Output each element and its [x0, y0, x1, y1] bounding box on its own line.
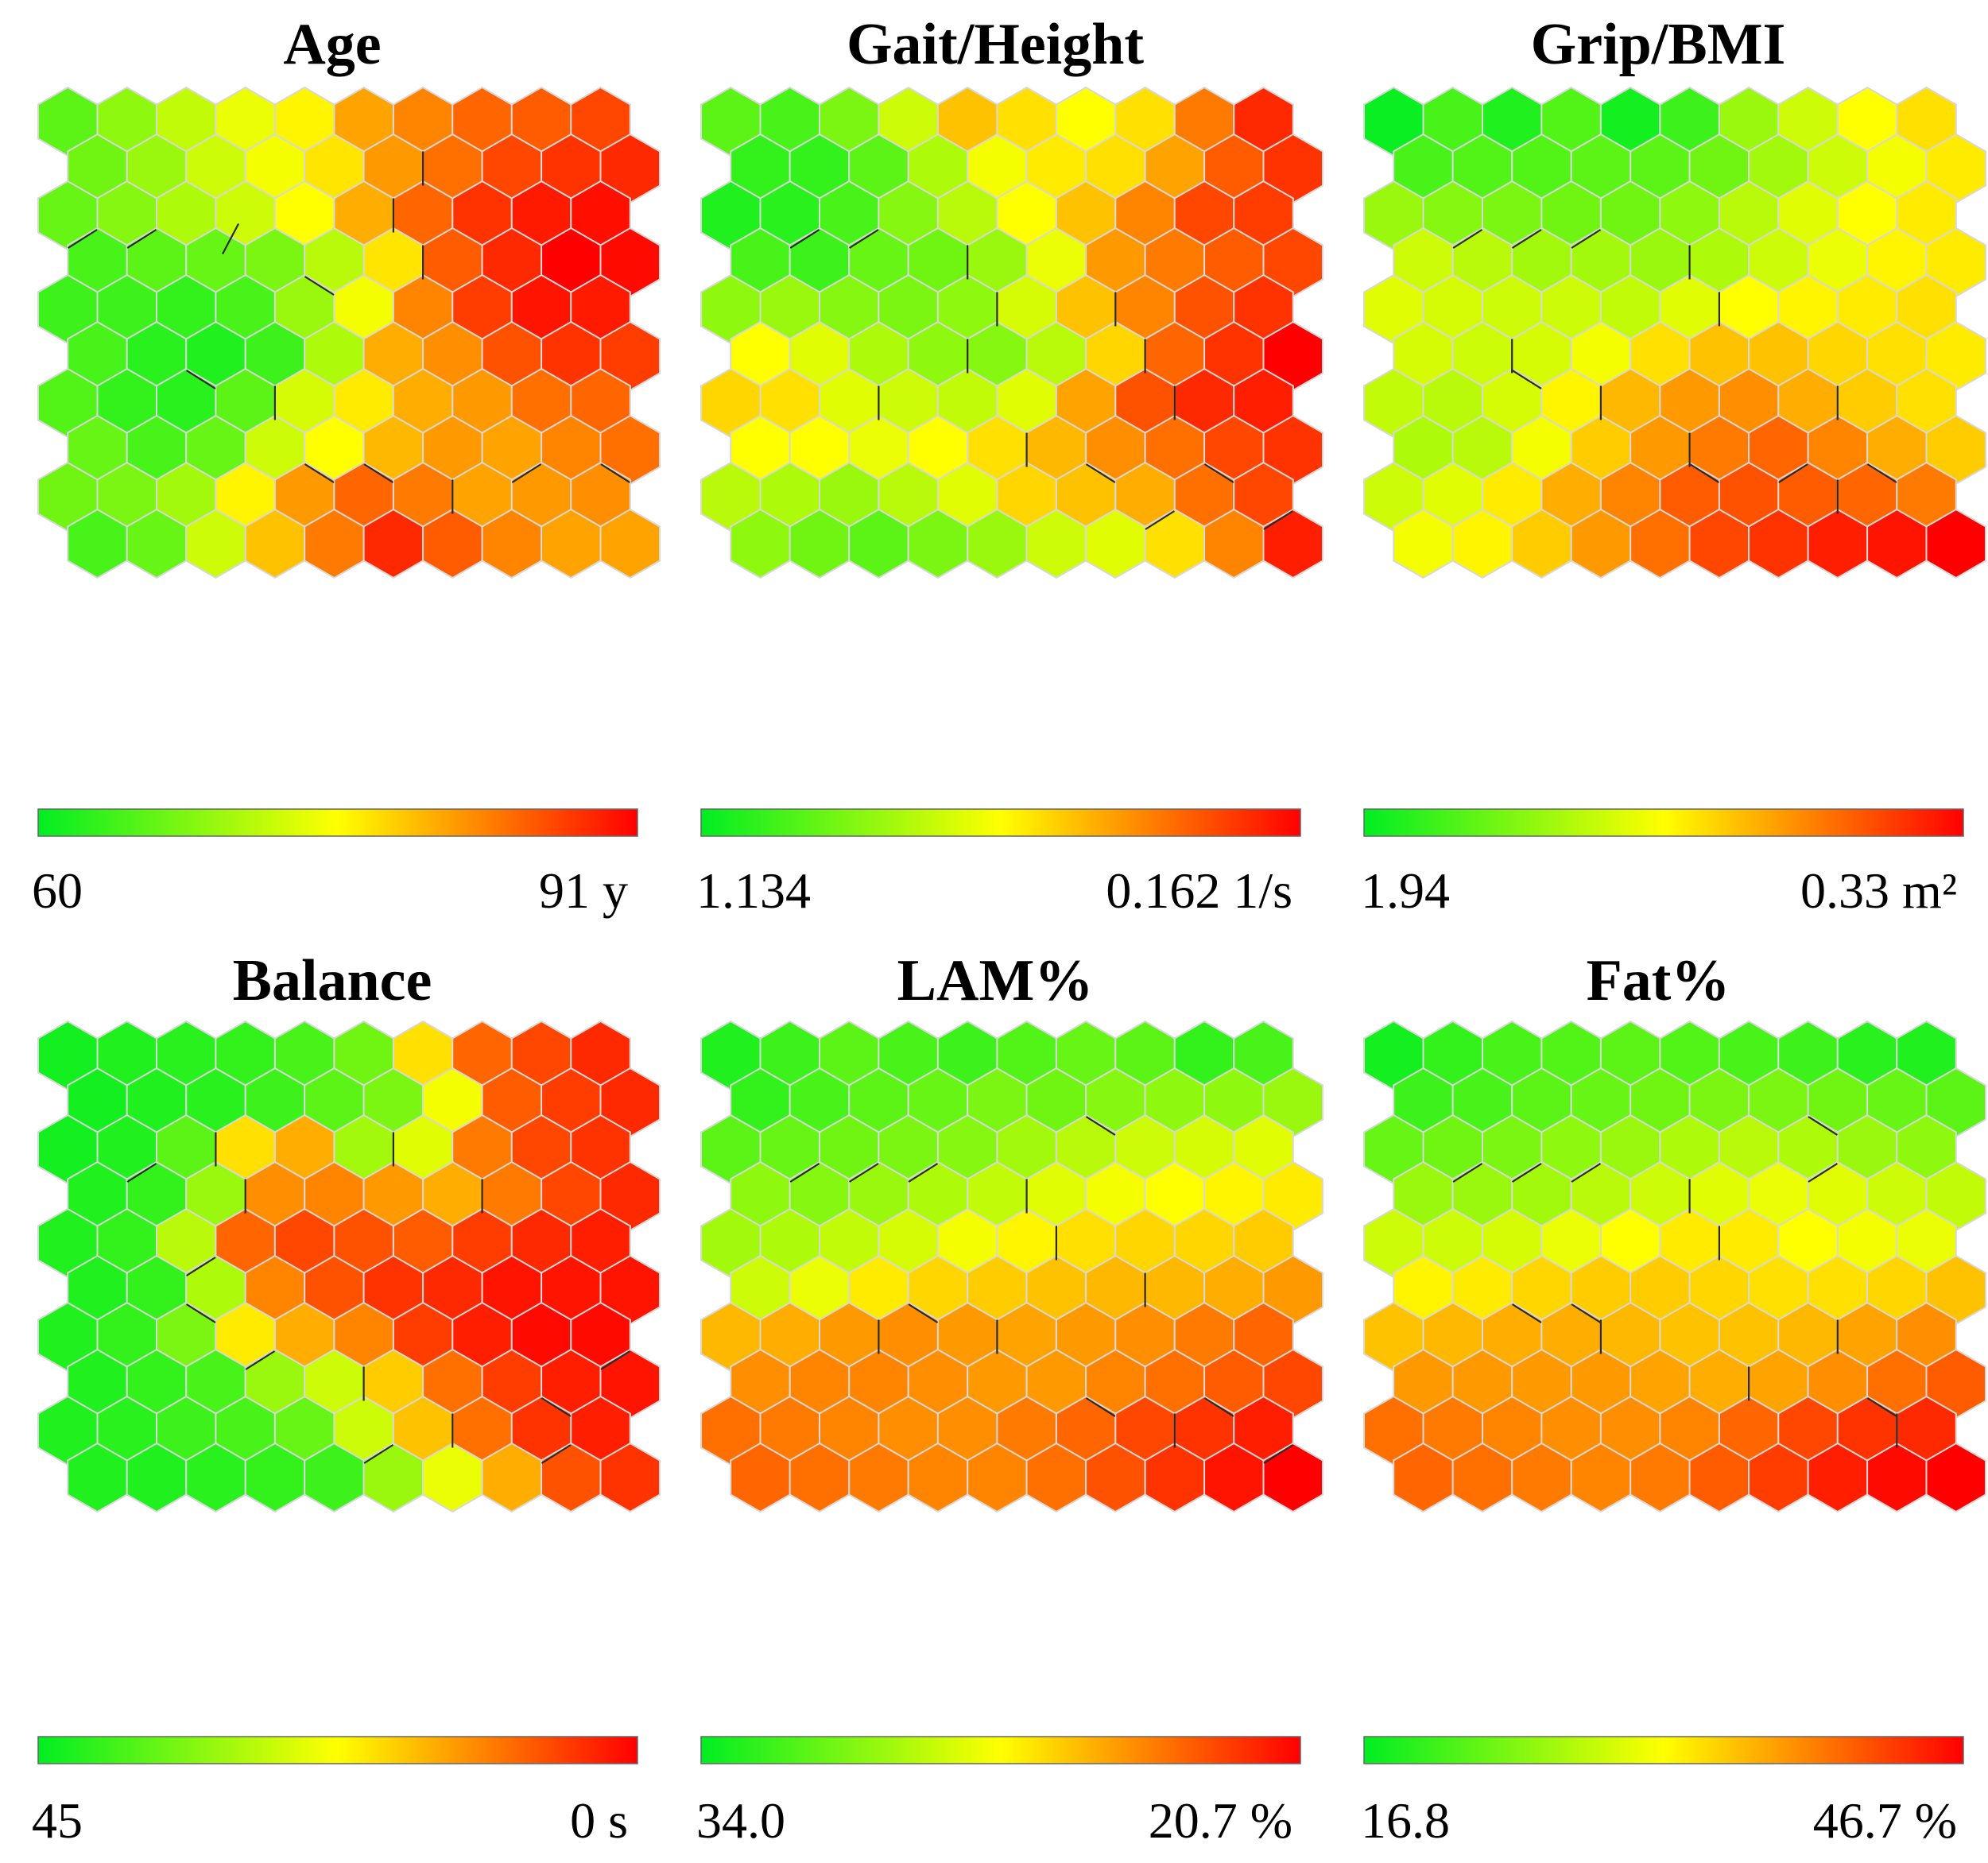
cluster-boundary-line — [1452, 1163, 1483, 1183]
legend-min-label: 1.134 — [696, 862, 811, 919]
cluster-boundary-line — [68, 229, 98, 249]
cluster-boundary-line — [1085, 463, 1116, 483]
som-hex-grid — [700, 1020, 1323, 1513]
som-hex-grid — [1363, 1020, 1986, 1513]
cluster-boundary-line — [849, 229, 879, 249]
som-hex-grid — [1363, 86, 1986, 579]
legend-max-label: 0.162 1/s — [1106, 862, 1292, 919]
panel-title: Age — [283, 12, 381, 77]
cluster-boundary-line — [1203, 463, 1234, 483]
cluster-boundary-line — [1512, 1163, 1542, 1183]
legend-colorbar — [700, 1736, 1301, 1764]
panel-title: Fat% — [1587, 948, 1730, 1013]
cluster-boundary-line — [186, 370, 216, 389]
panel-balance: Balance 45 0 s — [32, 948, 661, 1849]
cluster-boundary-line — [186, 1303, 216, 1323]
cluster-boundary-line — [908, 1163, 939, 1183]
legend-colorbar — [37, 808, 638, 837]
legend-colorbar — [1363, 1736, 1964, 1764]
cluster-boundary-line — [126, 1163, 157, 1183]
panel-title: LAM% — [897, 948, 1094, 1013]
legend-max-label: 0.33 m² — [1800, 862, 1957, 919]
cluster-boundary-line — [908, 1303, 939, 1323]
cluster-boundary-line — [1452, 229, 1483, 249]
som-hex-cell — [1262, 1442, 1323, 1513]
som-hex-cell — [1925, 1442, 1986, 1513]
legend-min-label: 34.0 — [696, 1792, 785, 1849]
cluster-boundary-line — [1085, 1397, 1116, 1417]
panel-grip-bmi: Grip/BMI 1.94 0.33 m² — [1361, 12, 1986, 919]
panel-title: Gait/Height — [847, 12, 1144, 77]
cluster-boundary-line — [1571, 229, 1602, 249]
panel-age: Age 60 91 y — [32, 12, 661, 919]
cluster-boundary-line — [222, 223, 240, 255]
cluster-boundary-line — [304, 276, 335, 296]
legend-colorbar — [700, 808, 1301, 837]
legend-max-label: 20.7 % — [1149, 1792, 1292, 1849]
cluster-boundary-line — [1571, 1163, 1602, 1183]
cluster-boundary-line — [1808, 1163, 1838, 1183]
cluster-boundary-line — [600, 463, 630, 483]
cluster-boundary-line — [1512, 1303, 1542, 1323]
panel-title: Grip/BMI — [1531, 12, 1786, 77]
som-hex-grid — [700, 86, 1323, 579]
cluster-boundary-line — [600, 1350, 630, 1370]
cluster-boundary-line — [789, 229, 820, 249]
legend-colorbar — [37, 1736, 638, 1764]
legend-max-label: 0 s — [570, 1792, 628, 1849]
cluster-boundary-line — [1263, 510, 1293, 530]
cluster-boundary-line — [1866, 1397, 1897, 1417]
cluster-boundary-line — [1512, 370, 1542, 389]
som-hex-grid — [37, 86, 661, 579]
cluster-boundary-line — [1689, 463, 1719, 483]
legend-max-label: 46.7 % — [1813, 1792, 1957, 1849]
cluster-boundary-line — [541, 1397, 572, 1417]
panel-lam: LAM% 34.0 20.7 % — [696, 948, 1323, 1849]
cluster-boundary-line — [1145, 510, 1175, 530]
cluster-boundary-line — [541, 1444, 572, 1464]
som-hex-cell — [1925, 508, 1986, 579]
cluster-boundary-line — [304, 463, 335, 483]
cluster-boundary-line — [245, 1350, 276, 1370]
panel-fat: Fat% 16.8 46.7 % — [1361, 948, 1986, 1849]
cluster-boundary-line — [186, 1257, 216, 1276]
som-hex-cell — [1262, 508, 1323, 579]
som-hex-grid — [37, 1020, 661, 1513]
legend-colorbar — [1363, 808, 1964, 837]
cluster-boundary-line — [1571, 1303, 1602, 1323]
panel-gait-height: Gait/Height 1.134 0.162 1/s — [696, 12, 1323, 919]
cluster-boundary-line — [1866, 463, 1897, 483]
cluster-boundary-line — [1085, 1116, 1116, 1136]
cluster-boundary-line — [1203, 1397, 1234, 1417]
panel-title: Balance — [233, 948, 432, 1013]
cluster-boundary-line — [789, 1163, 820, 1183]
cluster-boundary-line — [1808, 1116, 1838, 1136]
cluster-boundary-line — [1778, 463, 1808, 483]
legend-min-label: 16.8 — [1361, 1792, 1450, 1849]
cluster-boundary-line — [126, 229, 157, 249]
cluster-boundary-line — [363, 463, 393, 483]
legend-min-label: 60 — [32, 862, 83, 919]
cluster-boundary-line — [363, 1444, 393, 1464]
legend-min-label: 1.94 — [1361, 862, 1450, 919]
cluster-boundary-line — [1263, 1444, 1293, 1464]
legend-min-label: 45 — [32, 1792, 83, 1849]
som-hex-cell — [599, 508, 661, 579]
cluster-boundary-line — [1512, 229, 1542, 249]
cluster-boundary-line — [511, 463, 542, 483]
cluster-boundary-line — [849, 1163, 879, 1183]
som-hex-cell — [599, 1442, 661, 1513]
legend-max-label: 91 y — [539, 862, 628, 919]
